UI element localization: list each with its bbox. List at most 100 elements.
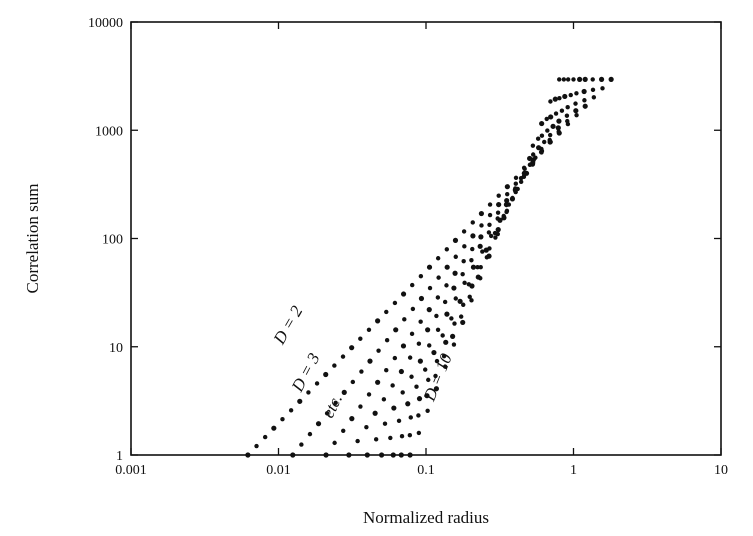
data-point-D6 — [417, 358, 423, 364]
data-point-D9 — [552, 96, 558, 102]
data-point-D10 — [460, 319, 466, 326]
data-point-D2 — [410, 282, 415, 288]
data-point-D3 — [573, 108, 579, 114]
data-point-D2 — [262, 434, 268, 440]
data-point-D2 — [323, 371, 329, 378]
data-point-D5 — [381, 397, 387, 402]
data-point-D7 — [475, 265, 480, 270]
data-point-D5 — [565, 105, 570, 110]
data-point-D7 — [423, 367, 428, 372]
data-point-D6 — [409, 374, 414, 379]
data-point-D9 — [458, 314, 464, 319]
data-point-D2 — [375, 318, 381, 324]
data-point-D3 — [598, 76, 605, 82]
data-point-D3 — [376, 348, 381, 353]
x-axis-title: Normalized radius — [363, 508, 489, 527]
curve-annotation: etc. — [318, 391, 346, 421]
data-point-D6 — [533, 155, 538, 160]
data-point-D10 — [425, 408, 430, 414]
data-point-D2 — [332, 363, 337, 368]
data-point-D4 — [392, 355, 398, 361]
data-point-D2 — [574, 112, 579, 118]
data-point-D4 — [358, 404, 363, 409]
y-tick-label: 1 — [116, 449, 123, 464]
data-point-D9 — [493, 235, 498, 240]
data-point-D2 — [366, 327, 372, 332]
data-point-D8 — [521, 170, 528, 176]
data-point-D9 — [407, 433, 413, 438]
data-point-D3 — [324, 411, 330, 416]
data-point-D5 — [355, 438, 360, 444]
data-point-D3 — [402, 317, 407, 322]
data-point-D8 — [469, 283, 475, 289]
y-tick-label: 10000 — [88, 16, 123, 31]
data-point-D6 — [462, 280, 467, 286]
data-point-D10 — [478, 276, 483, 281]
data-point-D4 — [581, 88, 587, 95]
data-point-D4 — [547, 137, 552, 143]
data-point-D9 — [441, 353, 447, 359]
data-point-D2 — [591, 95, 597, 100]
axis-ticks — [130, 21, 722, 456]
data-point-D7 — [536, 145, 542, 151]
data-point-D2 — [496, 193, 501, 198]
data-point-D3 — [453, 254, 458, 259]
data-point-D3 — [359, 369, 364, 374]
data-point-D3 — [393, 327, 399, 333]
data-point-D4 — [487, 222, 492, 227]
data-point-D8 — [565, 77, 571, 82]
data-point-D3 — [418, 295, 425, 302]
data-point-D2 — [297, 398, 303, 404]
data-point-D6 — [488, 233, 494, 239]
data-point-D3 — [513, 181, 518, 186]
data-point-D3 — [444, 264, 450, 270]
data-point-D5 — [407, 355, 413, 360]
data-point-D9 — [450, 333, 456, 339]
data-point-D4 — [504, 197, 510, 204]
data-point-D4 — [341, 428, 346, 433]
data-point-D4 — [426, 307, 432, 313]
data-point-D5 — [451, 285, 457, 291]
data-point-D3 — [582, 98, 587, 103]
data-point-D3 — [590, 87, 596, 93]
data-point-D6 — [506, 202, 512, 207]
data-point-D9 — [561, 77, 567, 82]
data-point-D5 — [434, 313, 439, 319]
data-point-D5 — [486, 230, 492, 235]
data-point-D10 — [451, 342, 457, 347]
data-point-D7 — [414, 384, 419, 389]
x-tick-label: 0.01 — [266, 463, 291, 478]
data-point-D6 — [453, 296, 458, 301]
data-point-D3 — [307, 431, 313, 437]
data-point-D4 — [495, 210, 501, 215]
data-point-D10 — [548, 99, 553, 104]
data-point-D3 — [315, 421, 322, 427]
data-point-D2 — [426, 264, 433, 270]
data-point-D6 — [435, 327, 441, 332]
data-point-D2 — [280, 417, 285, 422]
data-point-D5 — [574, 91, 579, 96]
data-point-D6 — [577, 76, 583, 82]
data-point-D5 — [442, 299, 448, 305]
data-point-D2 — [314, 381, 320, 386]
data-point-D9 — [544, 116, 549, 122]
data-point-D3 — [505, 191, 510, 197]
data-point-D3 — [341, 389, 347, 395]
data-point-D7 — [405, 401, 411, 407]
data-point-D2 — [288, 408, 294, 413]
data-point-D7 — [457, 298, 463, 304]
data-point-D2 — [470, 220, 475, 225]
data-point-D6 — [427, 343, 432, 348]
data-point-D4 — [555, 125, 561, 131]
data-point-D5 — [469, 258, 474, 263]
data-point-D7 — [388, 435, 393, 441]
data-point-D2 — [600, 86, 605, 91]
y-tick-label: 10 — [109, 341, 123, 356]
data-point-D10 — [530, 143, 536, 148]
data-point-D4 — [461, 258, 466, 264]
data-point-D8 — [452, 321, 457, 326]
data-point-D4 — [366, 392, 372, 397]
data-point-D8 — [443, 339, 449, 345]
data-point-D4 — [409, 331, 415, 337]
data-point-D2 — [435, 256, 441, 261]
